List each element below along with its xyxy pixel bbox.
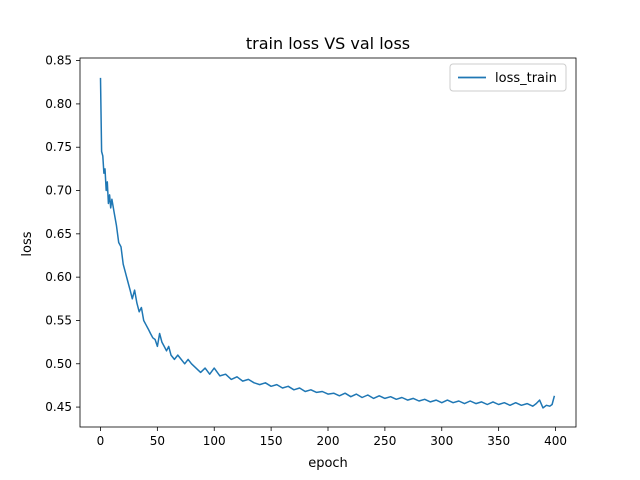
- y-tick-label: 0.65: [45, 227, 72, 241]
- plot-frame: [79, 57, 577, 428]
- y-tick-label: 0.85: [45, 54, 72, 68]
- axes: 0 50 100 150 200 250 300 350 400 0.45 0.50 0.55 0.60…: [45, 54, 577, 448]
- x-tick-label: 100: [203, 434, 226, 448]
- y-tick-label: 0.70: [45, 184, 72, 198]
- y-tick-label: 0.75: [45, 140, 72, 154]
- y-tick-label: 0.45: [45, 400, 72, 414]
- chart-title: train loss VS val loss: [246, 34, 410, 53]
- x-tick-label: 400: [544, 434, 567, 448]
- y-tick-label: 0.55: [45, 313, 72, 327]
- x-tick-label: 50: [150, 434, 165, 448]
- y-tick-label: 0.60: [45, 270, 72, 284]
- x-tick-label: 350: [487, 434, 510, 448]
- x-axis-label: epoch: [308, 456, 348, 471]
- x-tick-label: 300: [430, 434, 453, 448]
- y-tick-label: 0.50: [45, 357, 72, 371]
- series-line-loss_train: [99, 77, 556, 409]
- legend-box: [449, 63, 567, 92]
- plot-area: [99, 77, 556, 409]
- x-tick-label: 150: [260, 434, 283, 448]
- y-tick-label: 0.80: [45, 97, 72, 111]
- legend: loss_train: [449, 63, 567, 92]
- x-tick-label: 250: [373, 434, 396, 448]
- x-tick-label: 200: [317, 434, 340, 448]
- x-tick-label: 0: [97, 434, 105, 448]
- legend-entry-label: loss_train: [495, 71, 557, 86]
- y-axis-label: loss: [20, 231, 35, 256]
